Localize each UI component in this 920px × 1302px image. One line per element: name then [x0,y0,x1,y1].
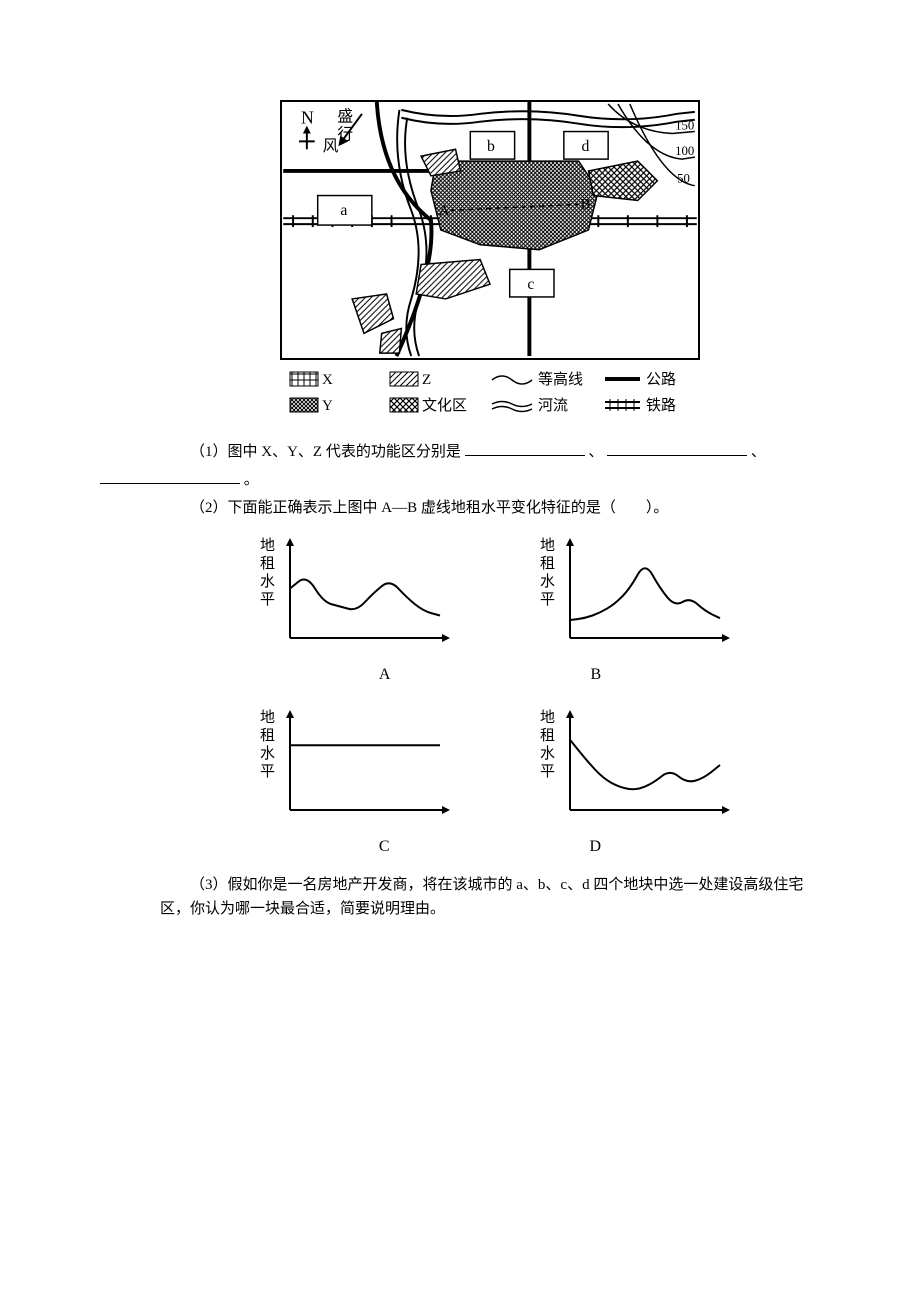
q1-blank-3[interactable] [100,469,240,484]
chart-label-D: D [590,834,602,860]
contour-100-label: 100 [675,144,694,158]
svg-text:租: 租 [260,727,275,744]
svg-text:c: c [527,276,534,293]
q1-sep1: 、 [588,444,603,460]
chart-A-cell: 地租水平 [250,530,450,658]
svg-text:a: a [340,202,347,219]
svg-text:d: d [582,138,590,155]
question-1-line2: 。 [100,468,820,492]
svg-text:平: 平 [540,592,555,608]
svg-text:B: B [581,196,591,212]
chart-B: 地租水平 [530,530,730,650]
svg-text:b: b [487,138,495,155]
q1-prefix: （1）图中 X、Y、Z 代表的功能区分别是 [190,444,461,460]
svg-text:水: 水 [540,573,555,590]
svg-text:平: 平 [540,764,555,780]
map-svg: N 盛 行 风 150 100 50 [280,100,700,360]
chart-C: 地租水平 [250,702,450,822]
q1-suffix: 。 [244,472,259,488]
chart-label-C: C [379,834,390,860]
svg-text:Y: Y [322,398,333,414]
svg-text:Z: Z [422,372,431,388]
chart-C-cell: 地租水平 [250,702,450,830]
svg-text:地: 地 [540,537,555,554]
svg-text:租: 租 [540,555,555,572]
q1-sep2: 、 [751,444,766,460]
svg-text:N: N [301,108,314,128]
chart-A: 地租水平 [250,530,450,650]
svg-text:盛: 盛 [337,108,353,126]
svg-text:平: 平 [260,764,275,780]
rent-charts: 地租水平 地租水平 A B 地租水平 地租水平 C D [160,530,820,859]
svg-text:文化区: 文化区 [422,397,467,414]
svg-text:A: A [439,203,450,219]
chart-label-A: A [379,662,391,688]
svg-text:地: 地 [260,709,275,726]
chart-label-B: B [590,662,601,688]
chart-B-cell: 地租水平 [530,530,730,658]
contour-50-label: 50 [677,172,690,186]
svg-text:租: 租 [540,727,555,744]
svg-text:河流: 河流 [538,397,568,414]
svg-text:地: 地 [260,537,275,554]
svg-text:铁路: 铁路 [646,397,676,414]
svg-text:等高线: 等高线 [538,370,583,388]
question-2: （2）下面能正确表示上图中 A—B 虚线地租水平变化特征的是（ ）。 [160,496,820,520]
svg-text:地: 地 [540,709,555,726]
map-figure: N 盛 行 风 150 100 50 [160,100,820,432]
svg-text:水: 水 [260,745,275,762]
map-legend: X Z 等高线 公路 Y 文化区 河流 铁路 [280,368,700,424]
svg-text:风: 风 [323,138,339,155]
contour-150-label: 150 [675,119,694,133]
svg-text:水: 水 [260,573,275,590]
zone-y-area [431,161,598,250]
q1-blank-2[interactable] [607,441,747,456]
chart-D: 地租水平 [530,702,730,822]
question-1: （1）图中 X、Y、Z 代表的功能区分别是 、 、 [160,440,820,464]
svg-text:租: 租 [260,555,275,572]
question-3: （3）假如你是一名房地产开发商，将在该城市的 a、b、c、d 四个地块中选一处建… [160,873,820,921]
svg-text:平: 平 [260,592,275,608]
svg-text:水: 水 [540,745,555,762]
svg-text:公路: 公路 [646,371,676,388]
q1-blank-1[interactable] [465,441,585,456]
chart-D-cell: 地租水平 [530,702,730,830]
svg-text:X: X [322,372,333,388]
